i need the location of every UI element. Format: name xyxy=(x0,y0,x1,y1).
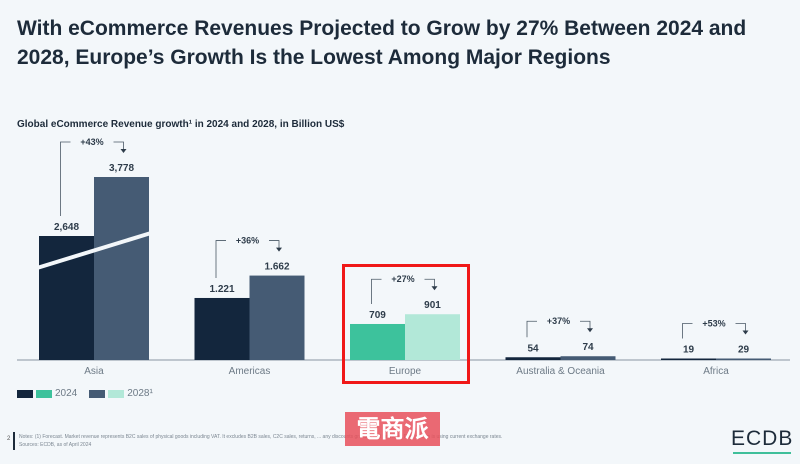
data-label: 1.662 xyxy=(264,262,289,273)
data-label: 29 xyxy=(738,345,750,356)
bar-europe-2024 xyxy=(350,323,405,360)
bar-americas-2028 xyxy=(249,275,305,360)
legend-label-2028: 2028¹ xyxy=(127,388,153,399)
page-number: 2 xyxy=(7,436,11,442)
bar-europe-2028 xyxy=(405,314,460,360)
growth-bracket-right xyxy=(424,278,435,288)
growth-bracket-right xyxy=(735,323,746,332)
bar-australia-oceania-2024 xyxy=(505,357,561,360)
data-label: 3,778 xyxy=(109,163,134,174)
data-label: 74 xyxy=(582,342,594,353)
growth-bracket-left xyxy=(60,141,71,216)
growth-arrow-icon xyxy=(742,330,749,335)
growth-label: +27% xyxy=(391,274,414,284)
growth-bracket-left xyxy=(682,323,693,339)
growth-bracket-right xyxy=(580,320,591,330)
bar-asia-2028 xyxy=(94,177,149,360)
legend-swatch-2024-dark xyxy=(17,389,33,398)
bar-africa-2028 xyxy=(716,358,771,360)
notes-text: Notes: (1) Forecast. Market revenue repr… xyxy=(19,434,503,440)
growth-label: +37% xyxy=(547,316,570,326)
growth-label: +36% xyxy=(236,236,259,246)
data-label: 709 xyxy=(369,310,386,321)
logo-underline xyxy=(733,452,791,454)
growth-arrow-icon xyxy=(431,286,438,291)
category-label: Europe xyxy=(389,366,422,377)
footer-notes: Notes: (1) Forecast. Market revenue repr… xyxy=(19,433,502,449)
growth-arrow-icon xyxy=(587,328,593,333)
legend-swatch-2028-dark xyxy=(89,389,106,398)
growth-bracket-right xyxy=(113,141,124,150)
data-label: 54 xyxy=(527,343,539,354)
data-label: 19 xyxy=(683,345,695,356)
legend-swatch-2028-highlight xyxy=(108,389,125,398)
growth-bracket-left xyxy=(215,240,226,278)
axis-break-mark xyxy=(36,231,152,270)
footer-divider xyxy=(13,432,15,450)
sources-text: Sources: ECDB, as of April 2024 xyxy=(19,442,92,448)
category-label: Asia xyxy=(84,366,104,377)
bar-americas-2024 xyxy=(194,297,250,360)
ecdb-logo: ECDB xyxy=(731,427,794,450)
europe-highlight-box xyxy=(342,264,470,384)
chart-title: Global eCommerce Revenue growth¹ in 2024… xyxy=(17,119,345,130)
watermark-logo: 電商派 xyxy=(345,412,440,446)
category-label: Australia & Oceania xyxy=(516,366,605,377)
growth-arrow-icon xyxy=(276,247,282,252)
data-label: 901 xyxy=(424,300,441,311)
growth-bracket-left xyxy=(371,278,382,304)
bar-australia-oceania-2028 xyxy=(560,356,616,360)
legend: 2024 2028¹ xyxy=(17,388,165,399)
growth-bracket-left xyxy=(526,320,537,338)
legend-swatch-2024-highlight xyxy=(36,389,52,398)
legend-label-2024: 2024 xyxy=(55,388,78,399)
data-label: 1.221 xyxy=(209,284,234,295)
growth-label: +53% xyxy=(702,319,725,329)
page-title: With eCommerce Revenues Projected to Gro… xyxy=(17,17,747,69)
category-label: Americas xyxy=(229,366,271,377)
bar-africa-2024 xyxy=(661,358,716,360)
bar-asia-2024 xyxy=(39,236,94,360)
category-label: Africa xyxy=(703,366,729,377)
growth-bracket-right xyxy=(269,240,280,249)
growth-label: +43% xyxy=(80,137,103,147)
data-label: 2,648 xyxy=(54,222,79,233)
bar-chart: 2,648 3,778 +43% Asia 1.221 1.662 +36% Americas… xyxy=(17,137,790,377)
growth-arrow-icon xyxy=(120,149,127,153)
